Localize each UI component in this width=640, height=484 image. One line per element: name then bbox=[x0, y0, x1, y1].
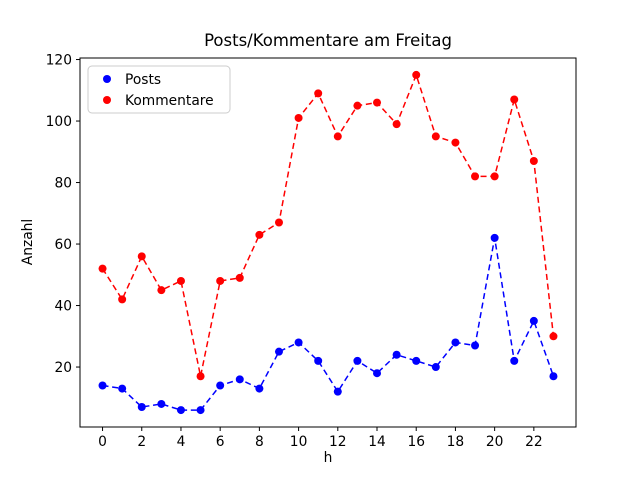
series-posts bbox=[98, 233, 558, 415]
x-tick-label: 14 bbox=[368, 434, 386, 450]
x-tick-label: 10 bbox=[290, 434, 308, 450]
data-point bbox=[196, 372, 205, 381]
data-point bbox=[176, 276, 185, 285]
data-point bbox=[274, 218, 283, 227]
data-point bbox=[118, 384, 127, 393]
data-point bbox=[510, 356, 519, 365]
data-point bbox=[529, 157, 538, 166]
y-axis-label: Anzahl bbox=[20, 219, 36, 265]
data-point bbox=[216, 381, 225, 390]
legend-marker-kommentare bbox=[103, 96, 111, 104]
data-point bbox=[490, 172, 499, 181]
data-point bbox=[118, 295, 127, 304]
x-tick-label: 18 bbox=[447, 434, 465, 450]
data-point bbox=[274, 347, 283, 356]
data-point bbox=[176, 406, 185, 415]
series-line bbox=[101, 72, 555, 377]
data-point bbox=[451, 138, 460, 147]
data-point bbox=[333, 132, 342, 141]
data-point bbox=[412, 356, 421, 365]
data-point bbox=[412, 70, 421, 79]
chart-title: Posts/Kommentare am Freitag bbox=[204, 31, 452, 50]
y-tick-label: 120 bbox=[46, 53, 72, 69]
data-point bbox=[137, 403, 146, 412]
legend-box bbox=[87, 65, 231, 114]
x-tick-label: 8 bbox=[255, 434, 264, 450]
data-point bbox=[451, 338, 460, 347]
data-point bbox=[98, 381, 107, 390]
data-point bbox=[137, 252, 146, 261]
data-point bbox=[216, 276, 225, 285]
x-tick-label: 6 bbox=[216, 434, 225, 450]
data-point bbox=[255, 230, 264, 239]
data-point bbox=[373, 98, 382, 107]
x-tick-label: 0 bbox=[98, 434, 107, 450]
legend-label-kommentare: Kommentare bbox=[125, 93, 214, 109]
y-tick-label: 80 bbox=[54, 176, 72, 192]
data-point bbox=[549, 372, 558, 381]
data-point bbox=[235, 273, 244, 282]
data-point bbox=[431, 363, 440, 372]
x-tick-label: 16 bbox=[407, 434, 425, 450]
data-point bbox=[314, 356, 323, 365]
data-point bbox=[314, 89, 323, 98]
data-point bbox=[333, 387, 342, 396]
data-point bbox=[294, 113, 303, 122]
data-point bbox=[353, 356, 362, 365]
x-axis-label: h bbox=[324, 450, 333, 466]
x-tick-label: 22 bbox=[525, 434, 543, 450]
x-tick-label: 12 bbox=[329, 434, 347, 450]
data-series bbox=[98, 70, 558, 415]
series-kommentare bbox=[98, 70, 558, 381]
data-point bbox=[157, 286, 166, 295]
data-point bbox=[549, 332, 558, 341]
y-tick-label: 60 bbox=[54, 237, 72, 253]
data-point bbox=[529, 316, 538, 325]
data-point bbox=[157, 399, 166, 408]
data-point bbox=[490, 233, 499, 242]
legend: Posts Kommentare bbox=[87, 65, 231, 114]
x-tick-label: 2 bbox=[137, 434, 146, 450]
data-point bbox=[392, 120, 401, 129]
plot-border bbox=[79, 57, 577, 428]
data-point bbox=[471, 341, 480, 350]
data-point bbox=[235, 375, 244, 384]
data-point bbox=[255, 384, 264, 393]
x-tick-label: 4 bbox=[177, 434, 186, 450]
data-point bbox=[353, 101, 362, 110]
data-point bbox=[196, 406, 205, 415]
y-tick-label: 40 bbox=[54, 299, 72, 315]
series-line bbox=[102, 237, 555, 411]
axis-ticks: 0 2 4 6 8 10 12 14 16 18 20 22 20 40 60 80 100 120 bbox=[46, 53, 543, 450]
data-point bbox=[392, 350, 401, 359]
data-point bbox=[510, 95, 519, 104]
data-point bbox=[98, 264, 107, 273]
y-tick-label: 100 bbox=[46, 114, 72, 130]
x-tick-label: 20 bbox=[486, 434, 504, 450]
data-point bbox=[294, 338, 303, 347]
data-point bbox=[373, 369, 382, 378]
data-point bbox=[431, 132, 440, 141]
legend-marker-posts bbox=[103, 75, 111, 83]
data-point bbox=[471, 172, 480, 181]
y-tick-label: 20 bbox=[54, 360, 72, 376]
legend-label-posts: Posts bbox=[125, 72, 161, 88]
